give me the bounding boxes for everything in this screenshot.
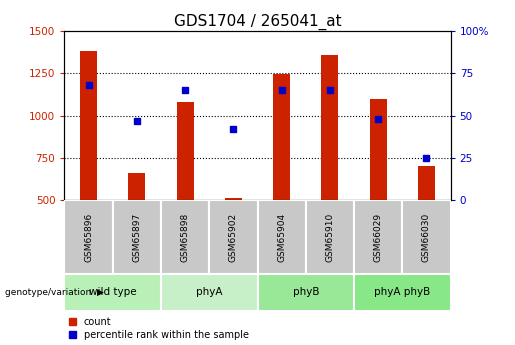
Bar <box>64 274 161 310</box>
Bar <box>80 51 97 200</box>
Legend: count, percentile rank within the sample: count, percentile rank within the sample <box>69 317 249 340</box>
Bar <box>306 200 354 274</box>
Title: GDS1704 / 265041_at: GDS1704 / 265041_at <box>174 13 341 30</box>
Bar <box>321 55 338 200</box>
Bar <box>354 274 451 310</box>
Bar <box>177 102 194 200</box>
Bar <box>225 198 242 200</box>
Bar <box>64 200 113 274</box>
Bar <box>273 74 290 200</box>
Bar <box>354 200 402 274</box>
Text: GSM65898: GSM65898 <box>181 213 190 262</box>
Bar <box>258 200 306 274</box>
Bar <box>113 200 161 274</box>
Bar <box>258 274 354 310</box>
Text: wild type: wild type <box>89 287 136 297</box>
Bar <box>161 200 209 274</box>
Text: GSM66030: GSM66030 <box>422 213 431 262</box>
Text: GSM65896: GSM65896 <box>84 213 93 262</box>
Text: GSM65910: GSM65910 <box>325 213 334 262</box>
Bar <box>128 173 145 200</box>
Bar <box>161 274 258 310</box>
Text: GSM66029: GSM66029 <box>374 213 383 262</box>
Text: GSM65897: GSM65897 <box>132 213 141 262</box>
Bar <box>402 200 451 274</box>
Text: GSM65904: GSM65904 <box>277 213 286 262</box>
Text: phyA: phyA <box>196 287 222 297</box>
Text: GSM65902: GSM65902 <box>229 213 238 262</box>
Text: phyA phyB: phyA phyB <box>374 287 431 297</box>
Bar <box>418 166 435 200</box>
Text: genotype/variation  ▶: genotype/variation ▶ <box>5 288 104 297</box>
Text: phyB: phyB <box>293 287 319 297</box>
Bar <box>370 99 387 200</box>
Bar <box>209 200 258 274</box>
